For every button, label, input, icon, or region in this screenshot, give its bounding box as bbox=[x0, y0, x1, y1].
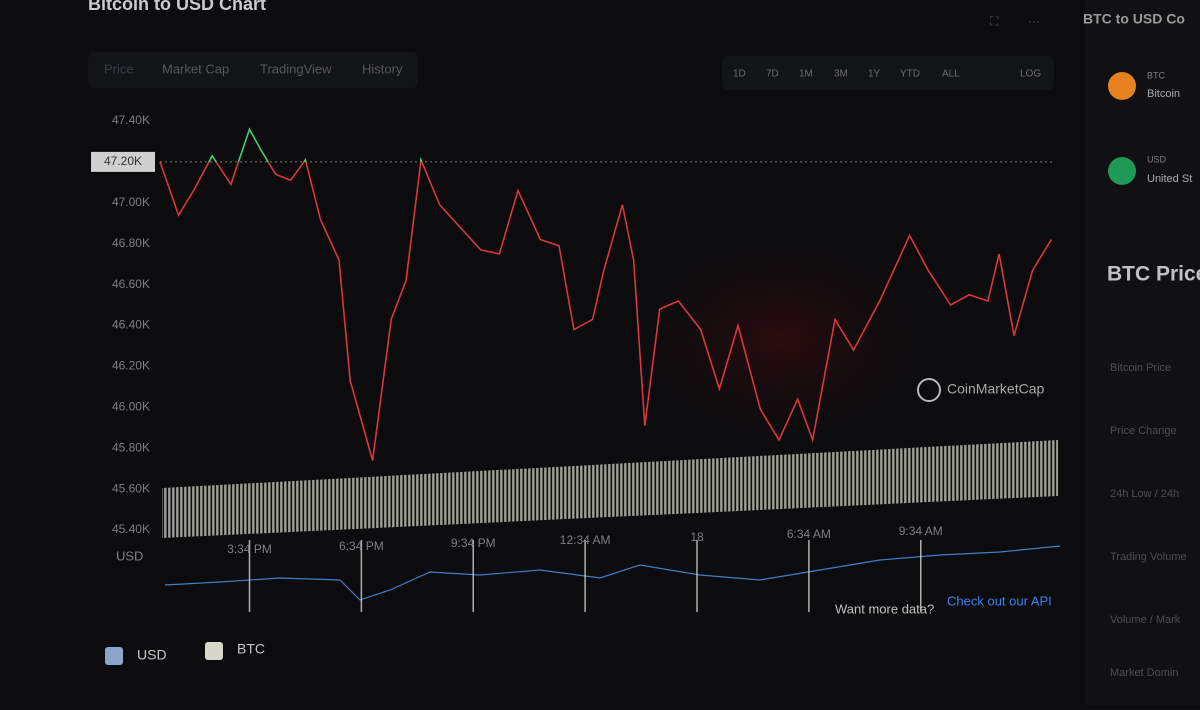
legend-swatch-btc bbox=[205, 642, 223, 660]
tab[interactable]: Market Cap bbox=[162, 61, 229, 76]
range-button[interactable]: 1D bbox=[733, 69, 746, 80]
api-link[interactable]: Check out our API bbox=[947, 593, 1052, 608]
btc-icon bbox=[1108, 72, 1136, 100]
side-row: Bitcoin Price bbox=[1110, 362, 1171, 374]
y-tick-label: 47.40K bbox=[112, 113, 150, 127]
side-title: BTC to USD Co bbox=[1083, 11, 1185, 27]
y-tick-label: 47.00K bbox=[112, 195, 150, 209]
usd-mini-line bbox=[164, 545, 1061, 601]
range-bar bbox=[722, 56, 1054, 90]
x-tick-label: 6:34 AM bbox=[787, 527, 831, 541]
range-button[interactable]: 1M bbox=[799, 69, 813, 80]
tab[interactable]: Price bbox=[104, 61, 134, 76]
x-tick-label: 9:34 AM bbox=[899, 524, 943, 538]
legend-entry[interactable]: USD bbox=[137, 647, 167, 663]
side-row: Trading Volume bbox=[1110, 551, 1187, 563]
x-tick-label: 18 bbox=[690, 530, 704, 544]
y-axis-label: USD bbox=[116, 548, 143, 563]
footer-prompt: Want more data? bbox=[835, 601, 934, 616]
price-line bbox=[159, 161, 1052, 461]
x-tick-label: 9:34 PM bbox=[451, 536, 496, 550]
y-tick-label: 46.00K bbox=[112, 399, 150, 413]
watermark: CoinMarketCap bbox=[947, 381, 1044, 397]
y-tick-label: 45.60K bbox=[112, 481, 150, 495]
coin-name: Bitcoin bbox=[1147, 88, 1180, 100]
y-tick-label: 46.20K bbox=[112, 359, 150, 373]
side-row: Price Change bbox=[1110, 425, 1177, 437]
x-tick-label: 12:34 AM bbox=[560, 533, 611, 547]
range-button[interactable]: YTD bbox=[900, 69, 920, 80]
range-button[interactable]: LOG bbox=[1020, 69, 1041, 80]
coin-symbol: USD bbox=[1147, 154, 1167, 164]
tab-bar bbox=[88, 52, 418, 88]
tab[interactable]: TradingView bbox=[260, 61, 332, 76]
reference-box bbox=[91, 151, 155, 172]
legend-swatch-usd bbox=[105, 647, 123, 665]
usd-icon bbox=[1108, 157, 1136, 185]
side-heading: BTC Price bbox=[1107, 263, 1200, 286]
range-button[interactable]: 1Y bbox=[868, 69, 881, 80]
y-tick-label: 46.80K bbox=[112, 236, 150, 250]
volume-bars bbox=[162, 440, 1058, 538]
y-tick-label: 46.60K bbox=[112, 277, 150, 291]
reference-label: 47.20K bbox=[104, 154, 142, 168]
expand-icon[interactable]: ⛶ bbox=[989, 14, 999, 28]
page-title: Bitcoin to USD Chart bbox=[88, 0, 266, 14]
side-row: Market Domin bbox=[1110, 667, 1178, 679]
y-tick-label: 46.40K bbox=[112, 318, 150, 332]
side-row: Volume / Mark bbox=[1110, 614, 1181, 626]
x-tick-label: 3:34 PM bbox=[227, 542, 272, 556]
range-button[interactable]: ALL bbox=[942, 69, 960, 80]
y-tick-label: 45.80K bbox=[112, 440, 150, 454]
range-button[interactable]: 3M bbox=[834, 69, 848, 80]
side-row: 24h Low / 24h bbox=[1110, 488, 1179, 500]
coin-name: United St bbox=[1147, 173, 1192, 185]
glow bbox=[610, 220, 950, 460]
more-icon[interactable]: ··· bbox=[1028, 14, 1040, 28]
x-tick-label: 6:34 PM bbox=[339, 539, 384, 553]
coin-symbol: BTC bbox=[1147, 70, 1166, 80]
side-panel bbox=[1085, 0, 1200, 705]
y-tick-label: 45.40K bbox=[112, 522, 150, 536]
tab[interactable]: History bbox=[362, 61, 403, 76]
range-button[interactable]: 7D bbox=[766, 69, 779, 80]
watermark-logo bbox=[917, 378, 941, 402]
legend-entry[interactable]: BTC bbox=[237, 641, 265, 657]
